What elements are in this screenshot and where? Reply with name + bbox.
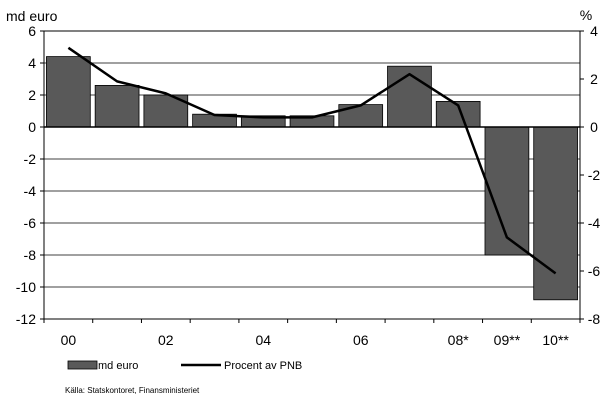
y-left-tick-label: -4 [24, 183, 37, 199]
x-tick-label: 00 [61, 332, 77, 348]
y-right-tick-label: 4 [590, 23, 598, 39]
bar-series [46, 56, 578, 301]
x-tick-label: 10** [542, 332, 569, 348]
y-axis-left-ticks: 6 4 2 0 -2 -4 -6 -8 -10 -12 [16, 23, 44, 327]
y-left-tick-label: -2 [24, 151, 37, 167]
bar-01 [94, 85, 140, 128]
legend: md euro Procent av PNB [67, 360, 302, 372]
y-right-tick-label: 2 [590, 71, 598, 87]
line-series-gdp-percent [67, 46, 557, 275]
x-tick-label: 08* [448, 332, 470, 348]
y-axis-left-label: md euro [6, 8, 58, 24]
y-left-tick-label: -8 [24, 247, 37, 263]
y-right-tick-label: -6 [588, 263, 601, 279]
y-left-tick-label: 2 [28, 87, 36, 103]
x-tick-label: 09** [494, 332, 521, 348]
legend-label-bars: md euro [98, 360, 138, 372]
y-left-tick-label: -10 [16, 279, 36, 295]
bar-09 [484, 126, 530, 256]
legend-swatch-bars [67, 360, 98, 370]
y-right-tick-label: -2 [588, 167, 601, 183]
y-left-tick-label: -6 [24, 215, 37, 231]
x-tick-label: 06 [353, 332, 369, 348]
y-left-tick-label: -12 [16, 311, 36, 327]
y-right-tick-label: -8 [588, 311, 601, 327]
bar-07 [387, 65, 432, 128]
y-right-tick-label: 0 [590, 119, 598, 135]
bar-10 [533, 126, 578, 301]
y-left-tick-label: 0 [28, 119, 36, 135]
x-tick-label: 04 [255, 332, 271, 348]
x-axis-ticks: 00 02 04 06 08* 09** 10** [43, 319, 581, 348]
y-right-tick-label: -4 [588, 215, 601, 231]
x-tick-label: 02 [158, 332, 174, 348]
y-left-tick-label: 4 [28, 55, 36, 71]
y-left-tick-label: 6 [28, 23, 36, 39]
bar-00 [46, 56, 91, 128]
y-axis-right-label: % [580, 7, 592, 23]
y-axis-right-ticks: 4 2 0 -2 -4 -6 -8 [580, 23, 600, 327]
source-note: Källa: Statskontoret, Finansministeriet [65, 386, 200, 395]
legend-label-line: Procent av PNB [224, 360, 302, 372]
